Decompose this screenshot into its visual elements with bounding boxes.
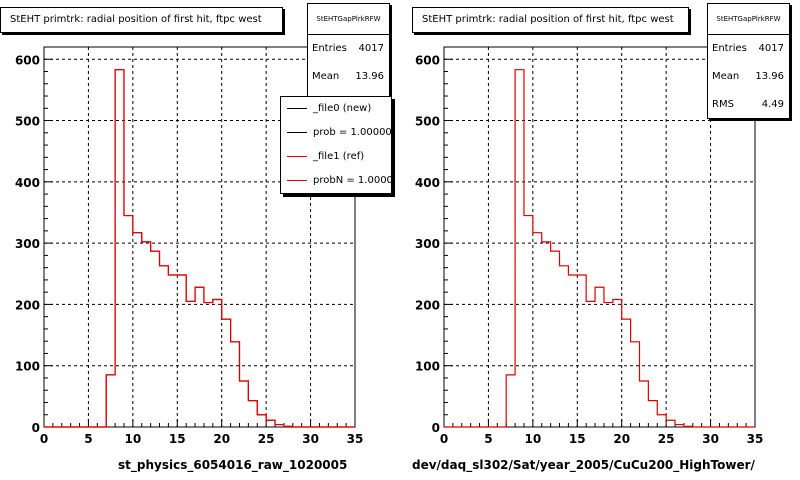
left-stats-mean-label: Mean [312, 71, 340, 82]
left-xtick-label-20: 20 [213, 432, 230, 446]
right-xtick-label-20: 20 [613, 432, 630, 446]
left-ytick-label-600: 600 [15, 53, 40, 67]
left-ytick-label-500: 500 [15, 115, 40, 129]
right-stats-entries-value: 4017 [758, 43, 784, 54]
left-stats-header: StEHTGapPlrkRFW [308, 4, 389, 35]
left-stats-mean-value: 13.96 [355, 71, 384, 82]
left-stats-entries-row: Entries 4017 [308, 35, 389, 63]
right-x-caption: dev/daq_sl302/Sat/year_2005/CuCu200_High… [412, 458, 755, 472]
right-stats-mean-label: Mean [712, 71, 740, 82]
left-ytick-label-0: 0 [32, 421, 40, 435]
right-stats-mean-row: Mean 13.96 [708, 63, 789, 91]
right-stats-box: StEHTGapPlrkRFW Entries 4017 Mean 13.96 … [707, 3, 790, 119]
legend-label-new: _file0 (new) [313, 103, 372, 114]
right-xtick-label-10: 10 [525, 432, 542, 446]
right-ytick-label-0: 0 [432, 421, 440, 435]
right-xtick-label-0: 0 [440, 432, 448, 446]
right-ytick-label-400: 400 [415, 176, 440, 190]
right-chart-title: StEHT primtrk: radial position of first … [412, 7, 689, 33]
left-chart-title-text: StEHT primtrk: radial position of first … [10, 14, 262, 25]
left-stats-entries-label: Entries [312, 43, 347, 54]
right-stats-entries-label: Entries [712, 43, 747, 54]
right-plot-frame [443, 46, 756, 428]
right-stats-entries-row: Entries 4017 [708, 35, 789, 63]
right-ytick-label-500: 500 [415, 115, 440, 129]
left-xtick-label-0: 0 [40, 432, 48, 446]
right-chart-title-text: StEHT primtrk: radial position of first … [422, 14, 674, 25]
right-ytick-label-100: 100 [415, 360, 440, 374]
legend-item-ref: _file1 (ref) [281, 145, 391, 169]
left-ytick-label-400: 400 [15, 176, 40, 190]
right-ytick-label-200: 200 [415, 298, 440, 312]
right-stats-mean-value: 13.96 [755, 71, 784, 82]
left-xtick-label-30: 30 [302, 432, 319, 446]
right-xtick-label-30: 30 [702, 432, 719, 446]
left-xtick-label-35: 35 [347, 432, 364, 446]
left-xtick-label-25: 25 [258, 432, 275, 446]
left-ytick-label-300: 300 [15, 237, 40, 251]
left-xtick-label-5: 5 [84, 432, 92, 446]
legend-item-prob: prob = 1.000000 [281, 121, 391, 145]
legend-label-probn: probN = 1.000000 [313, 175, 392, 186]
legend-swatch-new [287, 108, 307, 109]
left-legend: _file0 (new) prob = 1.000000 _file1 (ref… [280, 96, 392, 194]
right-stats-rms-value: 4.49 [761, 99, 784, 110]
left-stats-mean-row: Mean 13.96 [308, 63, 389, 91]
right-xtick-label-25: 25 [658, 432, 675, 446]
left-chart-title: StEHT primtrk: radial position of first … [0, 7, 283, 33]
left-stats-entries-value: 4017 [358, 43, 384, 54]
left-histogram-series-1 [44, 69, 355, 428]
legend-item-probn: probN = 1.000000 [281, 169, 391, 193]
right-histogram-series-0 [444, 69, 755, 428]
right-xtick-label-35: 35 [747, 432, 764, 446]
legend-swatch-ref [287, 156, 307, 157]
left-xtick-label-15: 15 [169, 432, 186, 446]
right-stats-rms-row: RMS 4.49 [708, 91, 789, 119]
right-stats-header: StEHTGapPlrkRFW [708, 4, 789, 35]
legend-item-new: _file0 (new) [281, 97, 391, 121]
left-stats-box: StEHTGapPlrkRFW Entries 4017 Mean 13.96 [307, 3, 390, 105]
left-ytick-label-200: 200 [15, 298, 40, 312]
legend-swatch-prob [287, 132, 307, 133]
right-ytick-label-300: 300 [415, 237, 440, 251]
left-x-caption: st_physics_6054016_raw_1020005 [118, 458, 348, 472]
left-ytick-label-100: 100 [15, 360, 40, 374]
legend-label-ref: _file1 (ref) [313, 151, 365, 162]
legend-swatch-probn [287, 180, 307, 181]
left-xtick-label-10: 10 [125, 432, 142, 446]
legend-label-prob: prob = 1.000000 [313, 127, 392, 138]
right-ytick-label-600: 600 [415, 53, 440, 67]
right-xtick-label-15: 15 [569, 432, 586, 446]
right-stats-rms-label: RMS [712, 99, 734, 110]
right-xtick-label-5: 5 [484, 432, 492, 446]
